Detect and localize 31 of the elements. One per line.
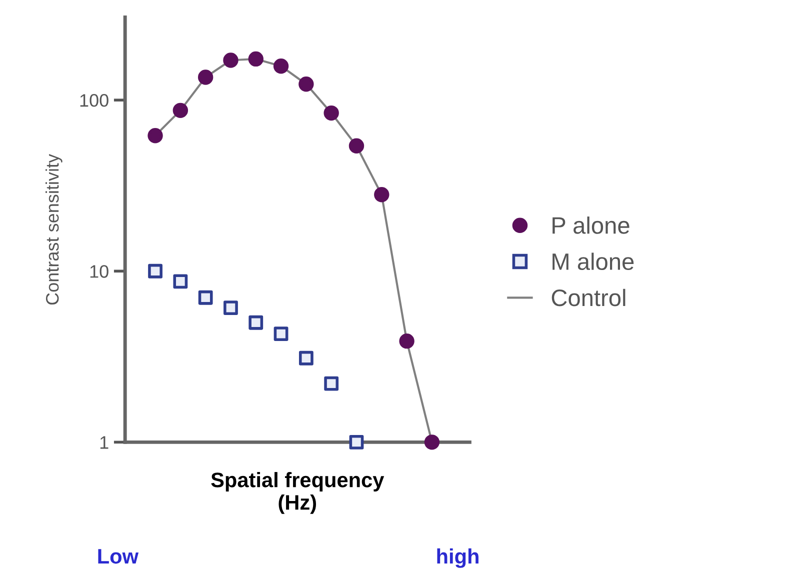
point [148,264,162,278]
legend-label: P alone [552,216,630,234]
y-tick-label: 1 [100,436,108,449]
point [224,300,238,316]
point [198,70,214,85]
y-axis-title: Contrast sensitivity [45,154,62,305]
x-axis-title: Spatial frequency (Hz) [211,472,384,514]
point [374,187,390,202]
y-tick-label: 10 [90,265,108,278]
point [324,105,339,121]
point [424,434,440,450]
point [399,333,414,349]
point [172,102,188,118]
point [273,58,289,74]
point [198,290,213,305]
point [248,315,264,330]
legend-label: M alone [552,252,634,270]
legend-label: Control [552,288,626,306]
point [324,376,339,391]
point [298,76,314,92]
point [223,52,238,68]
point [148,128,163,144]
text: high [437,548,478,568]
point [298,350,314,366]
text: Low [98,549,139,564]
y-tick-label: 100 [80,94,108,107]
point [274,326,288,342]
point [248,51,264,67]
point [348,138,364,154]
point [349,434,364,450]
point [173,274,188,289]
